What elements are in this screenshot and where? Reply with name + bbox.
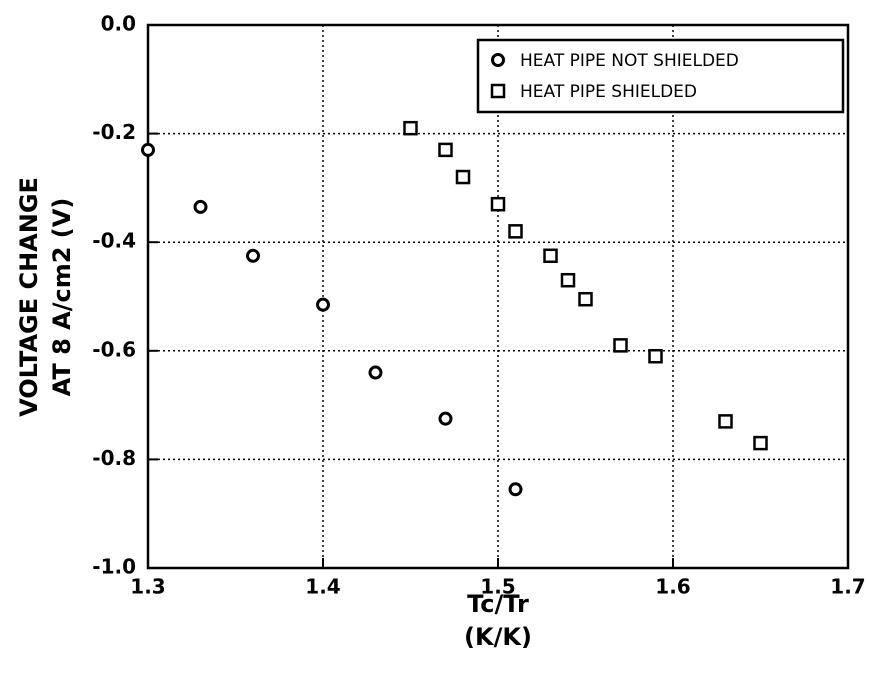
legend-box <box>476 38 845 114</box>
x-tick-label: 1.3 <box>130 575 165 599</box>
legend-marker <box>490 83 506 99</box>
x-tick-label: 1.5 <box>480 575 515 599</box>
x-tick-label: 1.7 <box>830 575 865 599</box>
point <box>648 348 663 364</box>
y-tick-label: -0.6 <box>92 337 136 361</box>
point <box>368 365 383 380</box>
point <box>718 414 733 429</box>
point <box>455 169 471 185</box>
point <box>490 196 506 212</box>
y-axis-label: VOLTAGE CHANGE <box>15 177 43 417</box>
y-tick-label: -0.4 <box>92 229 136 253</box>
point <box>543 248 558 264</box>
x-axis-label: (K/K) <box>464 623 532 651</box>
point <box>193 199 208 214</box>
y-axis-label: AT 8 A/cm2 (V) <box>48 198 76 397</box>
x-tick-label: 1.4 <box>305 575 340 599</box>
x-axis-label: Tc/Tr <box>467 590 529 618</box>
legend-marker <box>491 53 505 67</box>
x-tick-label: 1.6 <box>655 575 690 599</box>
point <box>613 338 628 353</box>
point <box>560 272 576 288</box>
y-tick-label: -1.0 <box>92 555 136 579</box>
point <box>438 411 453 426</box>
point <box>246 248 260 263</box>
point <box>438 142 453 158</box>
point <box>508 224 523 239</box>
legend-label: HEAT PIPE NOT SHIELDED <box>520 51 739 71</box>
point <box>141 142 155 157</box>
point <box>578 291 593 307</box>
y-tick-label: -0.2 <box>92 120 136 144</box>
point <box>316 297 330 312</box>
y-tick-label: -0.8 <box>92 446 136 470</box>
point <box>403 120 418 136</box>
point <box>508 482 523 497</box>
point <box>753 435 768 451</box>
legend-label: HEAT PIPE SHIELDED <box>520 82 697 102</box>
plot-frame <box>146 23 850 570</box>
y-tick-label: 0.0 <box>101 12 136 36</box>
